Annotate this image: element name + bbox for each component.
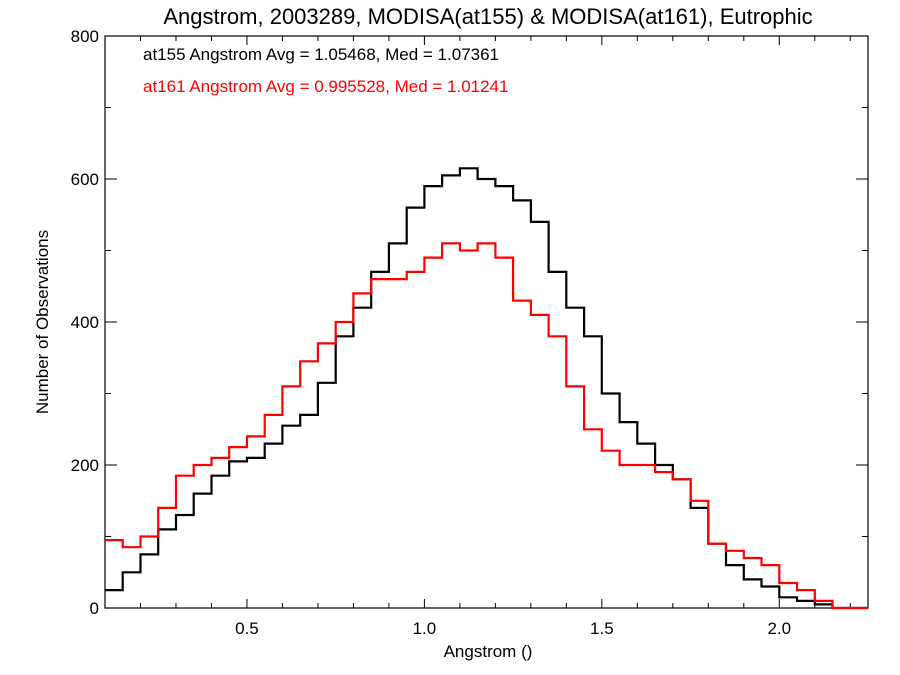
x-tick-label: 2.0 — [767, 619, 791, 638]
x-tick-label: 1.5 — [590, 619, 614, 638]
y-axis-label: Number of Observations — [33, 230, 52, 414]
histogram-series-0 — [105, 167, 868, 610]
y-tick-label: 400 — [71, 313, 99, 332]
chart-title: Angstrom, 2003289, MODISA(at155) & MODIS… — [163, 4, 812, 29]
annotation-at161: at161 Angstrom Avg = 0.995528, Med = 1.0… — [143, 77, 508, 96]
y-tick-label: 0 — [90, 599, 99, 618]
y-tick-label: 200 — [71, 456, 99, 475]
x-axis: 0.5 1.0 1.5 2.0 Angstrom () — [139, 36, 851, 661]
series-layer — [105, 167, 868, 610]
histogram-series-1 — [105, 242, 868, 610]
annotation-at155: at155 Angstrom Avg = 1.05468, Med = 1.07… — [143, 45, 499, 64]
y-tick-label: 800 — [71, 27, 99, 46]
plot-frame — [104, 35, 869, 609]
y-axis: 0 200 400 600 800 Number of Observations — [33, 27, 868, 618]
x-tick-label: 0.5 — [235, 619, 259, 638]
x-tick-label: 1.0 — [413, 619, 437, 638]
y-tick-label: 600 — [71, 170, 99, 189]
x-axis-label: Angstrom () — [444, 642, 533, 661]
